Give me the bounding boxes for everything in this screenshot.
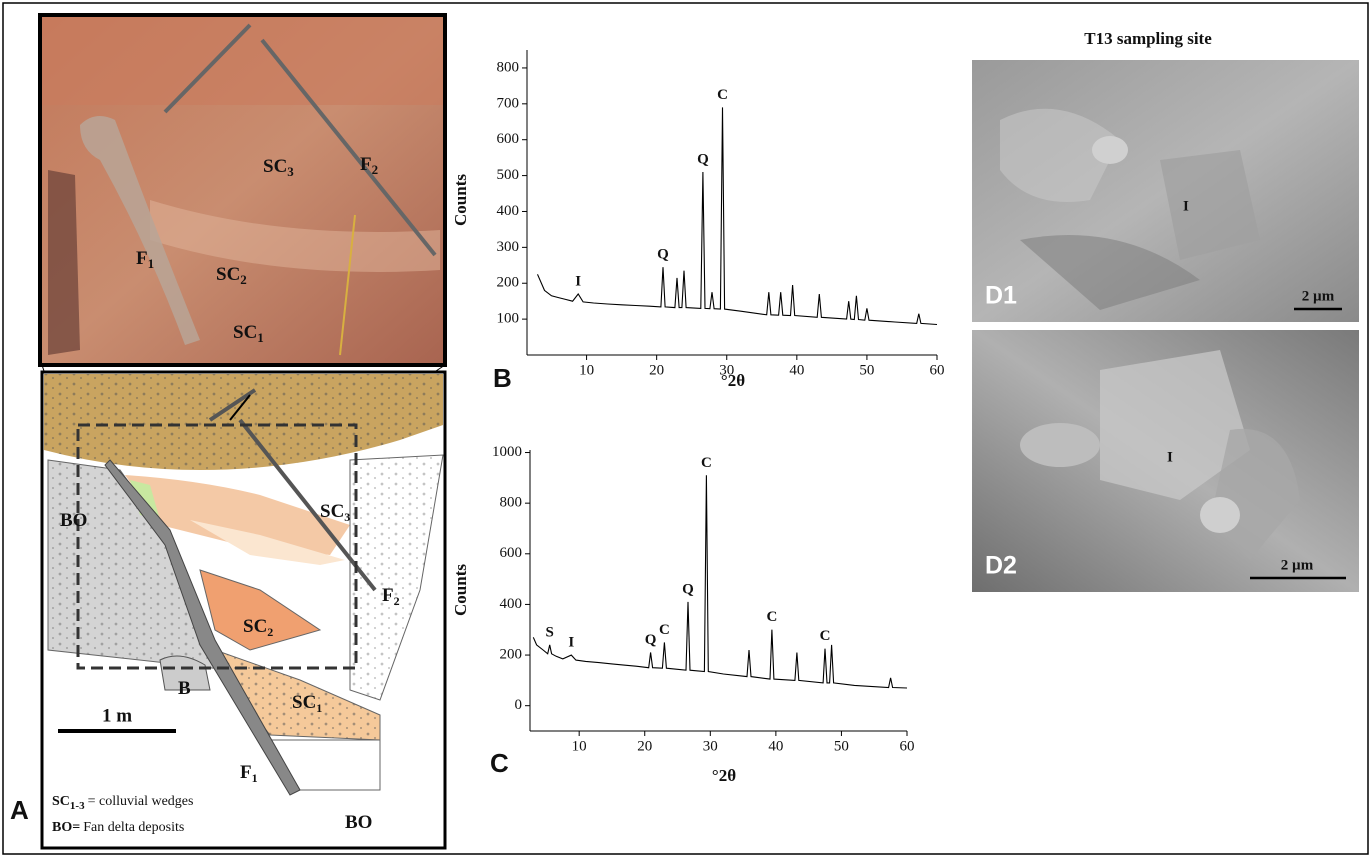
label: SC xyxy=(292,692,316,713)
label: BO xyxy=(345,812,372,833)
peak-label: C xyxy=(717,87,728,103)
x-tick-label: 60 xyxy=(930,362,945,378)
peak-label: C xyxy=(659,622,670,638)
label: F xyxy=(360,154,372,175)
peak-label: C xyxy=(820,628,831,644)
xrd-line xyxy=(533,475,907,688)
label: 1 xyxy=(257,330,264,345)
peak-label: Q xyxy=(682,581,694,597)
y-tick-label: 600 xyxy=(500,545,523,561)
panel-title: T13 sampling site xyxy=(1084,29,1212,48)
label: = colluvial wedges xyxy=(88,794,194,809)
label: BO= xyxy=(52,820,80,835)
y-tick-label: 0 xyxy=(515,697,523,713)
x-axis-title: °2θ xyxy=(712,766,736,785)
y-tick-label: 1000 xyxy=(492,444,522,460)
x-tick-label: 30 xyxy=(703,738,718,754)
label: SC xyxy=(243,616,267,637)
x-tick-label: 10 xyxy=(579,362,594,378)
label: 1-3 xyxy=(70,800,85,812)
label: 2 xyxy=(240,272,247,287)
label: 2 xyxy=(267,625,273,639)
y-axis-title: Counts xyxy=(451,564,470,616)
svg-text:BO: BO xyxy=(60,510,87,531)
label: 2 xyxy=(372,162,379,177)
label: SC xyxy=(233,322,257,343)
x-tick-label: 20 xyxy=(649,362,664,378)
peak-label: Q xyxy=(657,247,669,263)
label: I xyxy=(1183,198,1189,214)
sem-image: D2 I 2 µm xyxy=(972,330,1359,592)
label: 3 xyxy=(344,510,350,524)
x-axis-title: °2θ xyxy=(721,371,745,390)
label: 3 xyxy=(287,164,294,179)
peak-label: Q xyxy=(645,632,657,648)
y-tick-label: 500 xyxy=(497,167,520,183)
label: Fan delta deposits xyxy=(83,820,184,835)
label: F xyxy=(382,585,394,606)
label: D2 xyxy=(985,552,1017,580)
y-tick-label: 400 xyxy=(500,596,523,612)
y-tick-label: 400 xyxy=(497,203,520,219)
label: SC xyxy=(320,501,344,522)
label: 1 xyxy=(316,701,322,715)
y-tick-label: 800 xyxy=(497,59,520,75)
y-tick-label: 800 xyxy=(500,495,523,511)
cross-section: 1 m BO SC3 SC2 B SC1 F1 F2 BO SC1-3= col… xyxy=(42,372,445,848)
x-tick-label: 50 xyxy=(859,362,874,378)
label: 2 µm xyxy=(1281,557,1314,573)
y-axis-title: Counts xyxy=(451,174,470,226)
peak-label: I xyxy=(568,634,574,650)
x-tick-label: 40 xyxy=(789,362,804,378)
peak-label: C xyxy=(701,455,712,471)
peak-label: S xyxy=(545,624,553,640)
y-tick-label: 600 xyxy=(497,131,520,147)
label: 2 µm xyxy=(1302,288,1335,304)
y-tick-label: 100 xyxy=(497,311,520,327)
label: BO xyxy=(60,510,87,531)
figure: SC3 F2 F1 SC2 SC1 1 m BO SC3 SC2 B SC1 xyxy=(0,0,1371,857)
xrd-line xyxy=(538,107,938,324)
label: 1 xyxy=(148,256,155,271)
label: D1 xyxy=(985,282,1017,310)
y-tick-label: 300 xyxy=(497,239,520,255)
panel-letter: A xyxy=(10,795,29,825)
field-photo: SC3 F2 F1 SC2 SC1 xyxy=(40,15,445,365)
y-tick-label: 700 xyxy=(497,95,520,111)
x-tick-label: 20 xyxy=(637,738,652,754)
x-tick-label: 60 xyxy=(900,738,915,754)
x-tick-label: 50 xyxy=(834,738,849,754)
label: SC xyxy=(52,794,70,809)
x-tick-label: 10 xyxy=(572,738,587,754)
label: 1 xyxy=(252,771,258,785)
peak-label: C xyxy=(767,609,778,625)
label: I xyxy=(1167,449,1173,465)
x-tick-label: 40 xyxy=(768,738,783,754)
label: B xyxy=(178,678,191,699)
label: SC xyxy=(263,156,287,177)
panel-letter: C xyxy=(490,748,509,778)
y-tick-label: 200 xyxy=(497,275,520,291)
label: 1 m xyxy=(102,705,132,726)
svg-text:BO=Fan delta deposits: BO=Fan delta deposits xyxy=(52,820,184,835)
peak-label: Q xyxy=(697,151,709,167)
label: SC xyxy=(216,264,240,285)
y-tick-label: 200 xyxy=(500,646,523,662)
label: F xyxy=(240,762,252,783)
svg-text:BO: BO xyxy=(345,812,372,833)
panel-letter: B xyxy=(493,363,512,393)
label: F xyxy=(136,248,148,269)
label: 2 xyxy=(394,594,400,608)
peak-label: I xyxy=(575,273,581,289)
sem-image: D1 I 2 µm xyxy=(972,60,1359,322)
svg-text:B: B xyxy=(178,678,191,699)
